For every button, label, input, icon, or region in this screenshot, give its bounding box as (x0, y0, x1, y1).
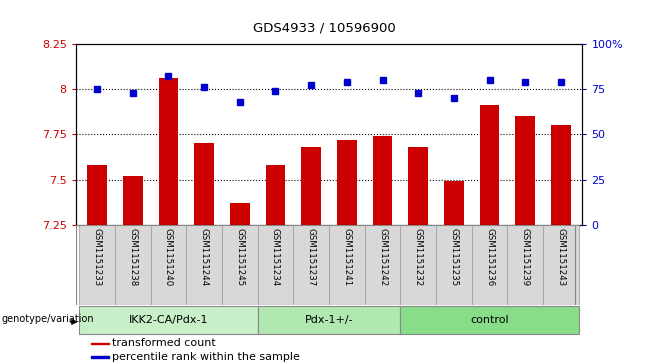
Bar (400, 306, 579, 334)
Bar (230, 203, 249, 225)
Bar (400, 225, 436, 305)
Text: GSM1151239: GSM1151239 (520, 228, 530, 286)
Text: percentile rank within the sample: percentile rank within the sample (112, 352, 300, 362)
Bar (266, 165, 286, 225)
Bar (79, 225, 115, 305)
Bar (88, 165, 107, 225)
Bar (507, 225, 543, 305)
Bar (329, 225, 365, 305)
Text: GSM1151235: GSM1151235 (449, 228, 459, 286)
Text: GSM1151236: GSM1151236 (485, 228, 494, 286)
Bar (293, 225, 329, 305)
Bar (258, 306, 400, 334)
Text: GSM1151243: GSM1151243 (557, 228, 565, 286)
Bar (258, 225, 293, 305)
Bar (79, 306, 258, 334)
Bar (472, 225, 507, 305)
Text: control: control (470, 315, 509, 325)
Text: transformed count: transformed count (112, 338, 216, 348)
Text: GSM1151244: GSM1151244 (199, 228, 209, 286)
Text: GSM1151237: GSM1151237 (307, 228, 316, 286)
Bar (115, 225, 151, 305)
Bar (159, 78, 178, 225)
Bar (123, 176, 143, 225)
Bar (515, 116, 535, 225)
Bar (151, 225, 186, 305)
Bar (91, 356, 109, 358)
Text: GSM1151240: GSM1151240 (164, 228, 173, 286)
Bar (194, 143, 214, 225)
Text: GSM1151241: GSM1151241 (342, 228, 351, 286)
Text: GDS4933 / 10596900: GDS4933 / 10596900 (253, 21, 395, 34)
Bar (186, 225, 222, 305)
Text: GSM1151233: GSM1151233 (93, 228, 101, 286)
Bar (372, 136, 392, 225)
Bar (436, 225, 472, 305)
Text: GSM1151242: GSM1151242 (378, 228, 387, 286)
Text: Pdx-1+/-: Pdx-1+/- (305, 315, 353, 325)
Bar (444, 182, 464, 225)
Bar (365, 225, 400, 305)
Text: GSM1151245: GSM1151245 (236, 228, 244, 286)
Bar (301, 147, 321, 225)
Bar (222, 225, 258, 305)
Bar (337, 140, 357, 225)
Bar (543, 225, 579, 305)
Text: GSM1151232: GSM1151232 (414, 228, 422, 286)
Bar (551, 125, 570, 225)
Text: IKK2-CA/Pdx-1: IKK2-CA/Pdx-1 (129, 315, 208, 325)
Bar (91, 343, 109, 344)
Text: GSM1151238: GSM1151238 (128, 228, 138, 286)
Text: genotype/variation: genotype/variation (1, 314, 94, 324)
Bar (480, 105, 499, 225)
Text: GSM1151234: GSM1151234 (271, 228, 280, 286)
Bar (409, 147, 428, 225)
